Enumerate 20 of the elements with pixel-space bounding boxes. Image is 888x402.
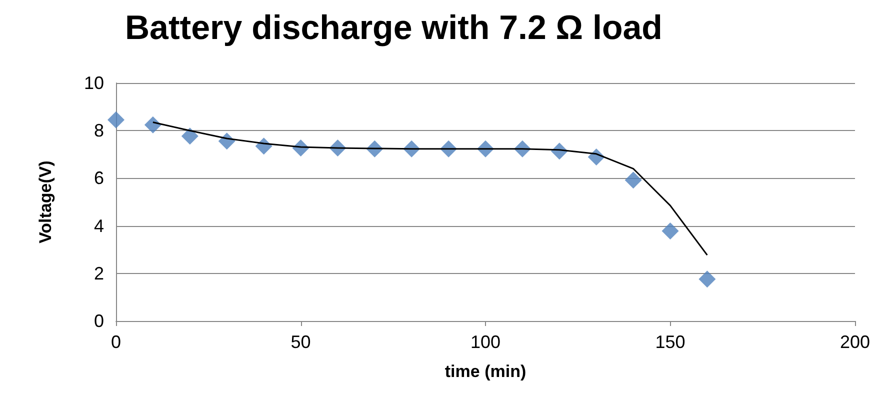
x-tick-label: 50 [290, 332, 311, 352]
x-tick-label: 100 [470, 332, 501, 352]
x-tick-label: 200 [840, 332, 870, 352]
x-tick-label: 0 [110, 332, 122, 352]
y-axis-title: Voltage(V) [36, 160, 55, 244]
y-tick-label: 2 [94, 263, 104, 284]
y-tick-label: 4 [94, 216, 104, 236]
y-tick-label: 10 [84, 73, 104, 93]
point [698, 270, 716, 288]
point [624, 172, 642, 189]
x-axis-title: time (min) [444, 362, 526, 381]
y-tick-label: 8 [94, 120, 104, 141]
point [108, 111, 124, 128]
point [181, 128, 198, 145]
x-tick-label: 150 [655, 332, 686, 352]
point [144, 116, 162, 134]
y-tick-label: 0 [94, 311, 104, 331]
y-tick-label: 6 [94, 168, 104, 188]
chart-title: Battery discharge with 7.2 Ω load [125, 9, 662, 47]
point [662, 222, 679, 240]
